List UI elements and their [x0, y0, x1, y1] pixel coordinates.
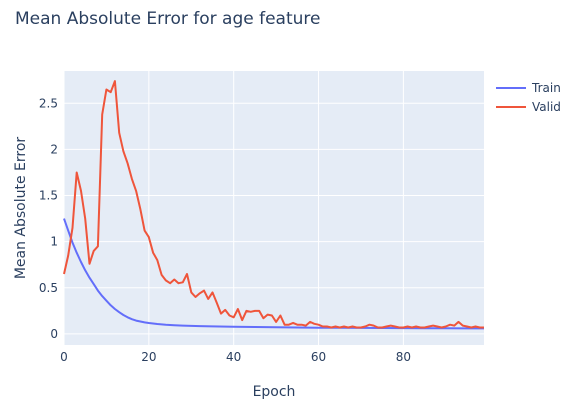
series-layer	[63, 80, 484, 330]
x-axis-label: Epoch	[253, 384, 296, 400]
x-tick-label: 60	[311, 350, 326, 364]
legend-item-valid[interactable]: Valid	[496, 100, 561, 114]
y-tick-label: 2.5	[39, 96, 58, 110]
y-tick-label: 0.5	[39, 281, 58, 295]
chart-title: Mean Absolute Error for age feature	[15, 9, 321, 29]
legend-item-train[interactable]: Train	[496, 81, 561, 95]
x-tick-label: 0	[60, 350, 68, 364]
legend-label: Train	[531, 81, 561, 95]
x-tick-label: 40	[226, 350, 241, 364]
y-tick-label: 2	[50, 142, 58, 156]
x-tick-label: 80	[396, 350, 411, 364]
y-axis-ticks: 0 0.5 1 1.5 2 2.5	[39, 96, 58, 341]
legend-label: Valid	[532, 100, 561, 114]
plot-area	[64, 71, 484, 345]
x-tick-label: 20	[141, 350, 156, 364]
grid-lines	[63, 71, 484, 345]
y-tick-label: 1.5	[39, 189, 58, 203]
legend[interactable]: Train Valid	[496, 81, 561, 114]
series-line-valid	[63, 80, 484, 329]
x-axis-ticks: 0 20 40 60 80	[60, 350, 411, 364]
y-axis-label: Mean Absolute Error	[13, 137, 29, 280]
y-tick-label: 1	[50, 235, 58, 249]
y-tick-label: 0	[50, 327, 58, 341]
